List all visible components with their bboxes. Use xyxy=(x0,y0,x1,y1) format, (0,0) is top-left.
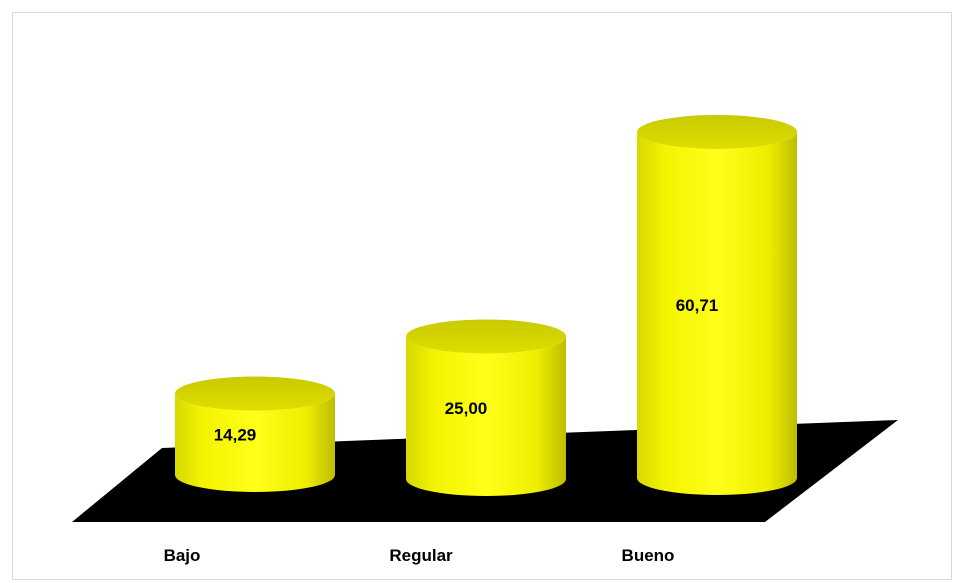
bar-top-bueno xyxy=(637,114,797,149)
bar-top-bajo xyxy=(175,376,335,411)
category-label-bueno: Bueno xyxy=(622,546,675,565)
bar-regular xyxy=(406,336,566,496)
bar-bajo xyxy=(175,393,335,492)
value-label-bueno: 60,71 xyxy=(676,296,719,315)
category-label-bajo: Bajo xyxy=(164,546,201,565)
value-label-regular: 25,00 xyxy=(445,399,488,418)
category-label-regular: Regular xyxy=(389,546,453,565)
bar-bueno xyxy=(637,131,797,495)
value-label-bajo: 14,29 xyxy=(214,425,257,444)
bar-series: 14,29 25,00 60,71 xyxy=(175,114,797,496)
bar-top-regular xyxy=(406,319,566,354)
